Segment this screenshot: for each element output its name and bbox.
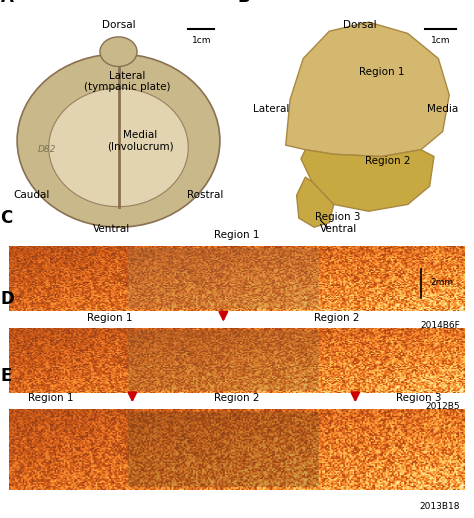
Text: Lateral: Lateral xyxy=(253,104,290,113)
Text: 2013B18: 2013B18 xyxy=(419,501,460,511)
Text: Region 2: Region 2 xyxy=(214,393,260,403)
Text: Media: Media xyxy=(427,104,458,113)
Text: Region 1: Region 1 xyxy=(87,313,132,323)
Text: E: E xyxy=(0,367,12,385)
Text: 2012B5: 2012B5 xyxy=(425,402,460,411)
Text: B: B xyxy=(238,0,250,6)
Text: 2mm: 2mm xyxy=(430,279,454,287)
Text: A: A xyxy=(1,0,14,6)
Text: Region 2: Region 2 xyxy=(365,156,411,166)
Text: Medial
(Involucrum): Medial (Involucrum) xyxy=(107,130,173,151)
Text: D82: D82 xyxy=(37,145,56,154)
Ellipse shape xyxy=(100,37,137,66)
Text: Dorsal: Dorsal xyxy=(343,20,377,30)
Text: C: C xyxy=(0,209,13,227)
Text: Ventral: Ventral xyxy=(93,224,130,234)
Text: Region 1: Region 1 xyxy=(27,393,73,403)
Polygon shape xyxy=(286,22,449,156)
FancyBboxPatch shape xyxy=(128,248,319,309)
Text: 1cm: 1cm xyxy=(431,36,450,45)
FancyBboxPatch shape xyxy=(128,330,319,391)
Text: Dorsal: Dorsal xyxy=(102,20,135,30)
Text: D: D xyxy=(0,291,14,308)
Text: Region 3: Region 3 xyxy=(396,393,442,403)
Text: 2014B6F: 2014B6F xyxy=(420,321,460,329)
Text: Region 1: Region 1 xyxy=(214,229,260,239)
Text: Caudal: Caudal xyxy=(14,190,50,200)
Text: 1cm: 1cm xyxy=(191,36,211,45)
Text: Rostral: Rostral xyxy=(187,190,223,200)
Ellipse shape xyxy=(17,54,220,227)
Text: Region 3
Ventral: Region 3 Ventral xyxy=(315,212,361,234)
Ellipse shape xyxy=(49,88,188,207)
Text: Lateral
(tympanic plate): Lateral (tympanic plate) xyxy=(84,70,171,92)
FancyBboxPatch shape xyxy=(128,412,319,487)
Text: Region 1: Region 1 xyxy=(359,67,404,77)
Polygon shape xyxy=(301,150,434,211)
Text: Region 2: Region 2 xyxy=(314,313,360,323)
Polygon shape xyxy=(297,177,334,227)
